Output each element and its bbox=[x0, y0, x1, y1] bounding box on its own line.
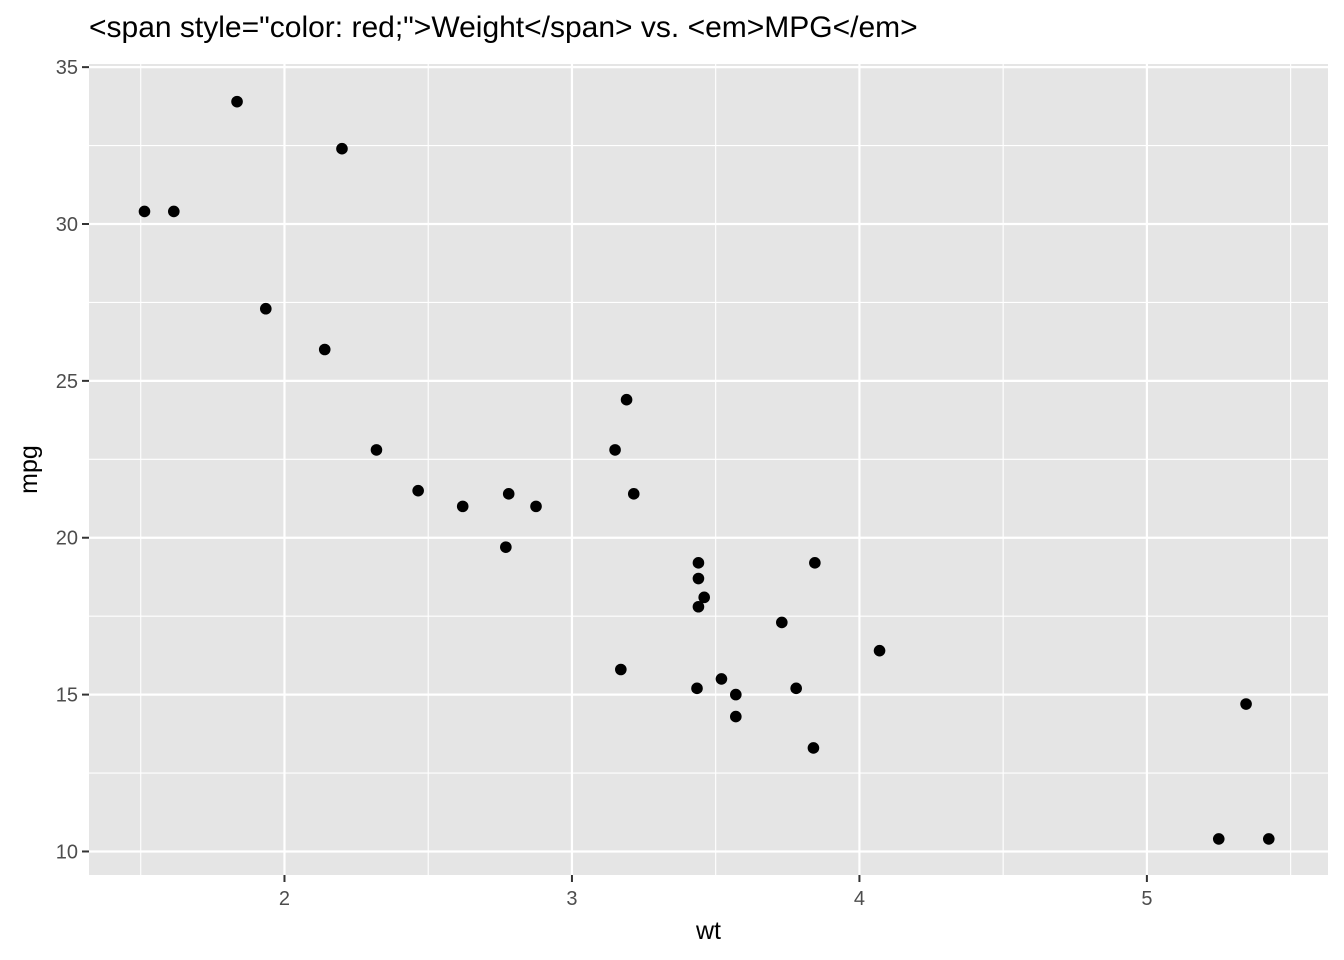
y-tick-label: 20 bbox=[56, 528, 78, 550]
x-tick-label: 4 bbox=[854, 888, 865, 910]
data-point bbox=[873, 644, 886, 657]
data-point bbox=[807, 742, 820, 754]
data-point bbox=[692, 600, 705, 613]
chart-title: <span style="color: red;">Weight</span> … bbox=[89, 11, 918, 44]
data-points bbox=[138, 95, 1275, 845]
x-tick-label: 2 bbox=[279, 888, 290, 910]
data-point bbox=[615, 663, 627, 676]
major-gridlines bbox=[89, 64, 1328, 875]
data-point bbox=[698, 591, 710, 604]
data-point bbox=[502, 488, 515, 500]
data-point bbox=[412, 484, 424, 497]
y-tick-label: 10 bbox=[56, 841, 78, 863]
data-point bbox=[231, 95, 243, 108]
data-point bbox=[730, 710, 742, 723]
data-point bbox=[730, 688, 742, 701]
data-point bbox=[500, 541, 512, 553]
y-tick-label: 25 bbox=[56, 371, 78, 393]
y-tick-label: 30 bbox=[56, 214, 78, 236]
data-point bbox=[168, 205, 180, 218]
data-point bbox=[530, 500, 542, 513]
data-point bbox=[1240, 698, 1252, 710]
y-tick-label: 35 bbox=[56, 57, 78, 79]
data-point bbox=[1262, 833, 1275, 845]
x-tick-label: 5 bbox=[1141, 888, 1152, 910]
data-point bbox=[692, 572, 705, 585]
data-point bbox=[620, 393, 633, 406]
x-axis-title: wt bbox=[695, 917, 721, 945]
y-axis-title: mpg bbox=[15, 445, 43, 494]
data-point bbox=[318, 343, 331, 356]
data-point bbox=[336, 142, 348, 155]
x-axis: 2 3 4 5 bbox=[279, 875, 1152, 910]
data-point bbox=[691, 682, 703, 695]
data-point bbox=[370, 444, 383, 456]
y-axis: 10 15 20 25 30 35 bbox=[56, 57, 89, 863]
data-point bbox=[138, 205, 151, 218]
data-point bbox=[259, 302, 272, 315]
x-tick-label: 3 bbox=[566, 888, 577, 910]
data-point bbox=[609, 444, 621, 456]
data-point bbox=[809, 557, 821, 569]
data-point bbox=[790, 682, 802, 695]
data-point bbox=[776, 616, 788, 629]
data-point bbox=[692, 557, 705, 569]
plot-panel bbox=[89, 64, 1328, 875]
data-point bbox=[627, 488, 640, 500]
y-tick-label: 15 bbox=[56, 685, 78, 707]
minor-gridlines bbox=[89, 64, 1328, 875]
data-point bbox=[1212, 833, 1225, 845]
data-point bbox=[456, 500, 469, 513]
data-point bbox=[715, 673, 728, 685]
